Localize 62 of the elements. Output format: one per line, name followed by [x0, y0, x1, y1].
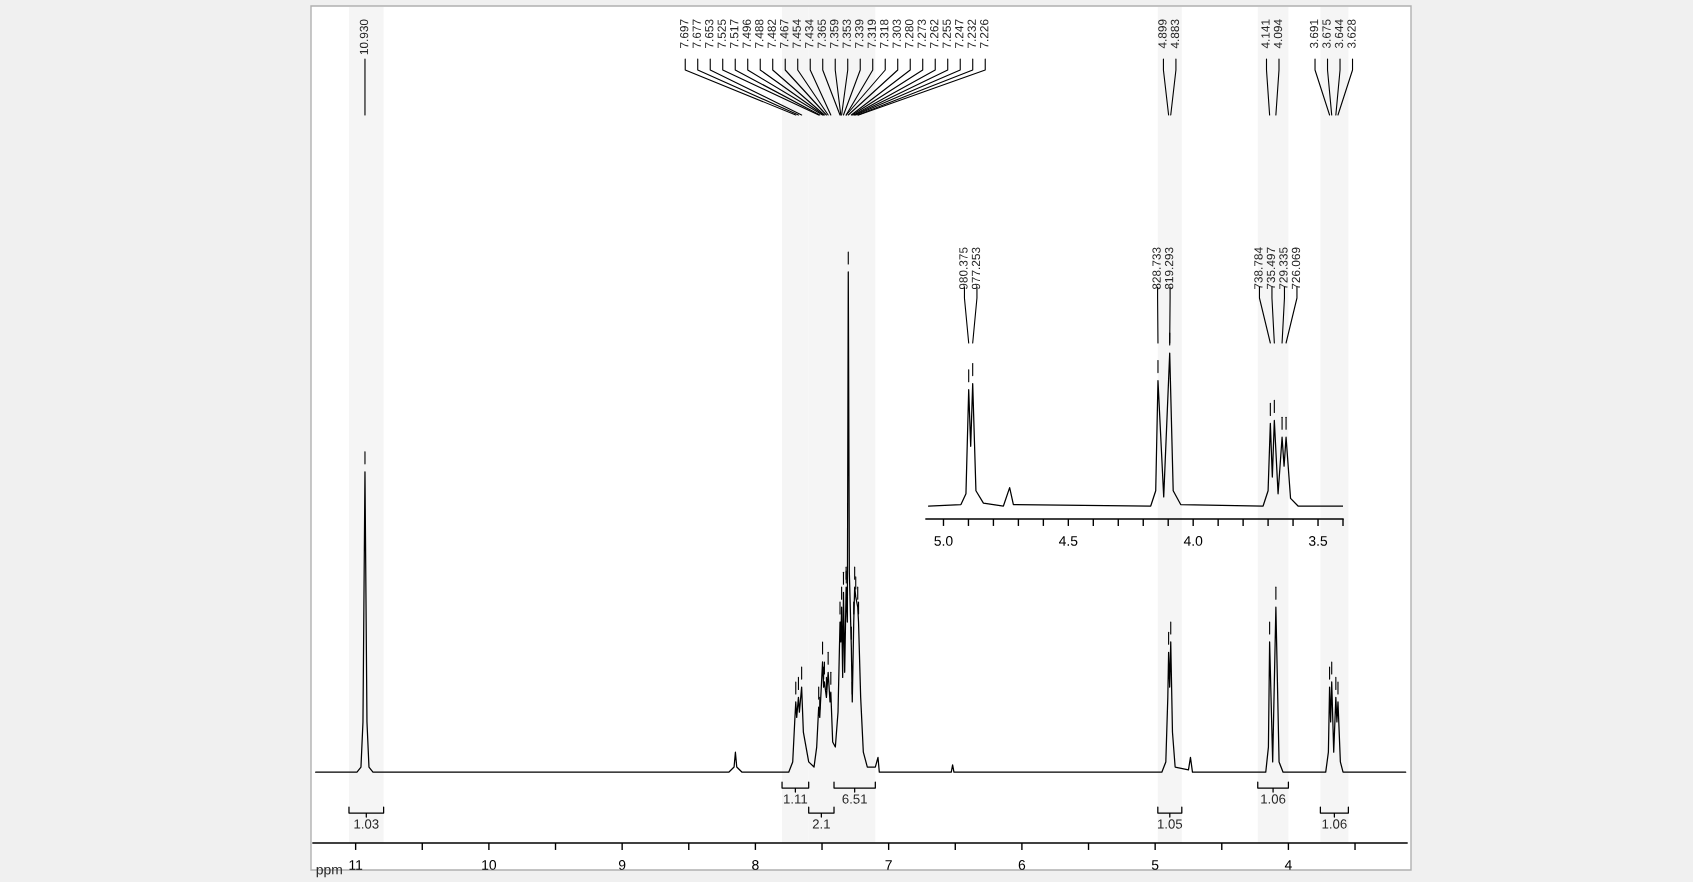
- band-label: 6.51: [842, 794, 867, 804]
- x-tick-label: 3.5: [1308, 536, 1328, 546]
- x-axis-title: ppm: [316, 866, 342, 878]
- annotation: 7.697: [680, 19, 689, 48]
- annotation: 7.653: [705, 19, 714, 48]
- x-tick-label: 5.0: [934, 536, 953, 546]
- annotation: 7.482: [767, 19, 776, 48]
- annotation: 7.318: [880, 19, 889, 48]
- x-tick-label: 8: [752, 860, 759, 870]
- x-tick-label: 10: [482, 860, 497, 870]
- annotation: 7.353: [842, 19, 851, 48]
- annotation: 7.434: [805, 19, 814, 48]
- annotation: 7.677: [692, 19, 701, 48]
- annotation: 7.488: [755, 19, 764, 48]
- annotation: 7.226: [980, 19, 989, 48]
- annotation: 3.691: [1309, 19, 1319, 49]
- annotation: 7.525: [717, 19, 726, 48]
- annotation: 3.675: [1322, 19, 1331, 49]
- annotation: 7.255: [942, 19, 951, 48]
- annotation: 7.303: [892, 19, 901, 48]
- x-tick-label: 5: [1151, 860, 1159, 870]
- x-tick-label: 9: [618, 860, 626, 870]
- annotation: 980.375: [959, 247, 968, 290]
- annotation: 7.273: [917, 19, 926, 48]
- annotation: 7.517: [730, 19, 739, 48]
- band-label: 1.03: [354, 819, 379, 829]
- annotation: 7.247: [955, 19, 964, 48]
- annotation: 7.280: [905, 19, 914, 48]
- x-tick-label: 7: [885, 860, 892, 870]
- annotation: 7.467: [780, 19, 789, 48]
- annotation: 819.293: [1164, 247, 1174, 290]
- annotation: 7.339: [855, 19, 864, 48]
- annotation: 7.319: [867, 19, 876, 48]
- x-tick-label: 4.5: [1059, 536, 1078, 546]
- annotation: 4.883: [1170, 19, 1180, 49]
- annotation: 738.784: [1254, 247, 1263, 290]
- band-label: 2.1: [812, 819, 830, 829]
- annotation: 977.253: [971, 247, 981, 290]
- annotation: 10.930: [359, 19, 369, 55]
- annotation: 7.454: [792, 19, 801, 48]
- annotation: 7.232: [967, 19, 976, 48]
- annotation: 7.262: [930, 19, 939, 48]
- band-label: 1.05: [1157, 819, 1183, 829]
- band-label: 1.11: [784, 794, 808, 804]
- annotation: 7.496: [742, 19, 751, 48]
- x-tick-label: 11: [349, 860, 363, 870]
- annotation: 7.359: [830, 19, 839, 48]
- annotation: 7.365: [817, 19, 826, 48]
- x-tick-label: 4: [1284, 860, 1292, 870]
- annotation: 4.141: [1261, 19, 1270, 49]
- annotation: 4.094: [1273, 19, 1283, 49]
- annotation: 4.899: [1158, 19, 1167, 49]
- annotation: 3.644: [1334, 19, 1344, 49]
- annotation: 3.628: [1347, 19, 1356, 49]
- annotation: 828.733: [1152, 247, 1161, 290]
- annotation: 729.335: [1279, 247, 1288, 290]
- x-tick-label: 6: [1018, 860, 1026, 870]
- annotation: 735.497: [1266, 247, 1276, 290]
- x-tick-label: 4.0: [1183, 536, 1203, 546]
- band-label: 1.06: [1261, 794, 1286, 804]
- band-label: 1.06: [1322, 819, 1347, 829]
- annotation: 726.069: [1291, 247, 1301, 290]
